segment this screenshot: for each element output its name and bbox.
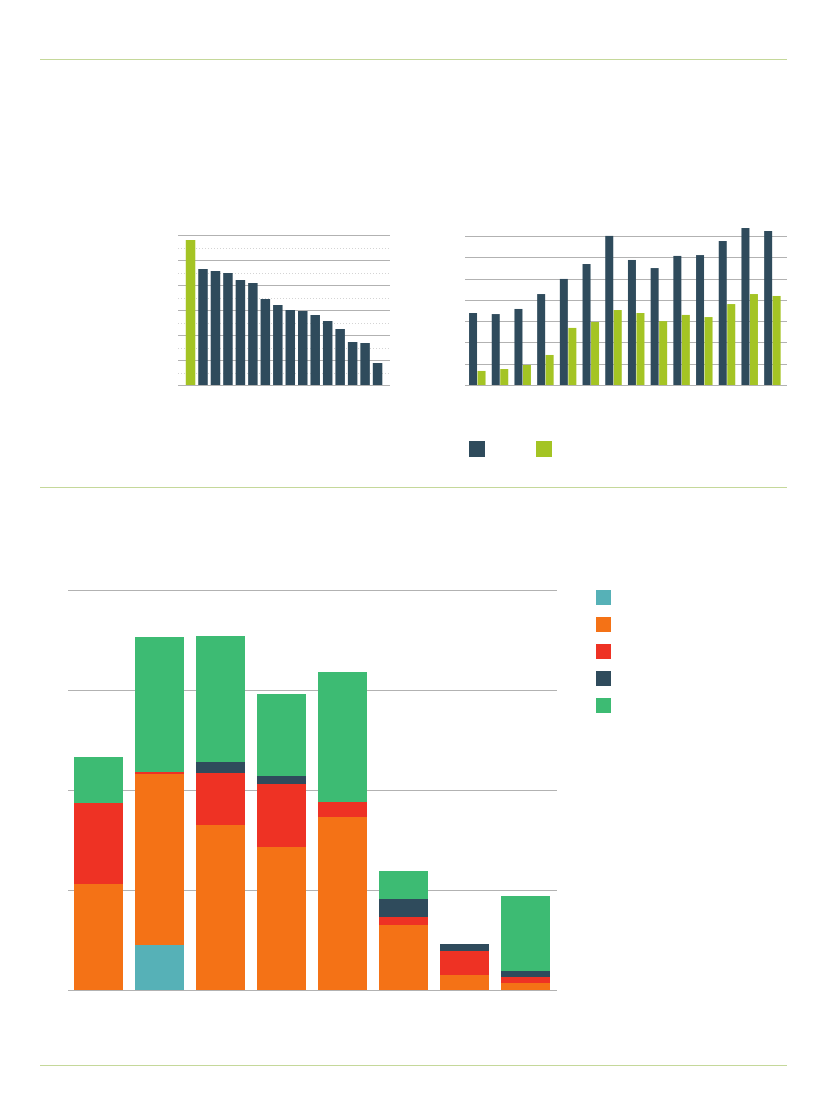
legend-swatch (596, 698, 611, 713)
bar (500, 369, 509, 385)
bar (522, 364, 531, 385)
bar (650, 268, 659, 385)
bar (772, 295, 781, 385)
bar (727, 304, 736, 385)
bar (440, 975, 489, 990)
bar (257, 847, 306, 990)
bar (74, 803, 123, 884)
bar (501, 971, 550, 977)
bar (335, 329, 345, 385)
bar (568, 327, 577, 385)
bar (318, 672, 367, 802)
bar (372, 363, 383, 385)
legend-swatch (596, 671, 611, 686)
bar (501, 896, 550, 971)
bar (196, 762, 245, 773)
bar (196, 825, 245, 990)
bar (537, 294, 546, 385)
bar (545, 354, 554, 385)
bar (198, 269, 208, 385)
bar (257, 784, 306, 847)
bar (318, 802, 367, 817)
bar (591, 321, 600, 385)
legend-swatch (596, 617, 611, 632)
bar (185, 240, 196, 385)
legend-swatch (536, 441, 552, 457)
bar (310, 315, 320, 385)
bar (559, 278, 568, 385)
bar (514, 308, 523, 385)
bar (257, 776, 306, 784)
bar (696, 255, 705, 385)
bar (322, 321, 333, 385)
bar (605, 235, 614, 385)
bar (298, 311, 308, 385)
bar (627, 259, 636, 385)
bar (257, 694, 306, 776)
bar (196, 636, 245, 762)
bar (135, 637, 184, 772)
bar (582, 264, 591, 385)
bar (741, 228, 750, 385)
legend-swatch (596, 644, 611, 659)
bar (135, 772, 184, 774)
bar (273, 305, 283, 385)
bar (248, 283, 258, 385)
bar (135, 774, 184, 945)
bar (379, 925, 428, 990)
bar (613, 310, 622, 385)
bar (210, 271, 221, 385)
bar (285, 310, 296, 385)
bar (260, 299, 271, 385)
bar (196, 773, 245, 825)
bar (718, 241, 727, 385)
bar (501, 983, 550, 990)
bar (74, 757, 123, 803)
bar (501, 977, 550, 983)
bar (673, 255, 682, 385)
legend-swatch (469, 441, 485, 457)
bar (135, 945, 184, 990)
bar (360, 343, 370, 385)
legend-swatch (596, 590, 611, 605)
bar (347, 342, 358, 385)
bar (636, 313, 645, 385)
bar (764, 231, 773, 385)
bar (74, 884, 123, 990)
bar (379, 899, 428, 917)
bar (379, 871, 428, 899)
bar (235, 280, 246, 385)
bar (469, 313, 478, 385)
bar (379, 917, 428, 925)
bar (704, 317, 713, 385)
bar (440, 944, 489, 951)
bar (749, 294, 758, 385)
bar (491, 314, 500, 385)
bar (659, 321, 668, 385)
bar (440, 951, 489, 975)
bar (223, 273, 233, 385)
bar (477, 370, 486, 385)
bar (681, 314, 690, 385)
bar (318, 817, 367, 990)
